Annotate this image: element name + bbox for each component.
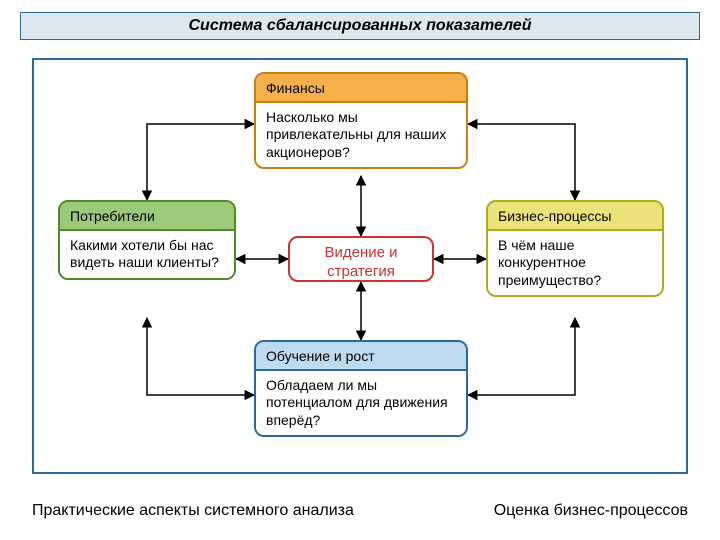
node-processes-head: Бизнес-процессы [488, 202, 662, 229]
footer-right-text: Оценка бизнес-процессов [494, 502, 688, 520]
node-finance-head: Финансы [256, 74, 466, 101]
node-finance: Финансы Насколько мы привлекательны для … [254, 72, 468, 169]
node-customers: Потребители Какими хотели бы нас видеть … [58, 200, 236, 280]
node-learning-head: Обучение и рост [256, 342, 466, 369]
node-processes: Бизнес-процессы В чём наше конкурентное … [486, 200, 664, 297]
node-learning: Обучение и рост Обладаем ли мы потенциал… [254, 340, 468, 437]
diagram-frame: Финансы Насколько мы привлекательны для … [32, 58, 688, 474]
node-vision: Видение и стратегия [288, 236, 434, 282]
node-finance-body: Насколько мы привлекательны для наших ак… [256, 101, 466, 168]
node-learning-body: Обладаем ли мы потенциалом для движения … [256, 369, 466, 436]
node-customers-body: Какими хотели бы нас видеть наши клиенты… [60, 229, 234, 278]
page-title: Система сбалансированных показателей [20, 12, 700, 40]
node-processes-body: В чём наше конкурентное преимущество? [488, 229, 662, 296]
node-customers-head: Потребители [60, 202, 234, 229]
footer-left-text: Практические аспекты системного анализа [32, 502, 354, 520]
